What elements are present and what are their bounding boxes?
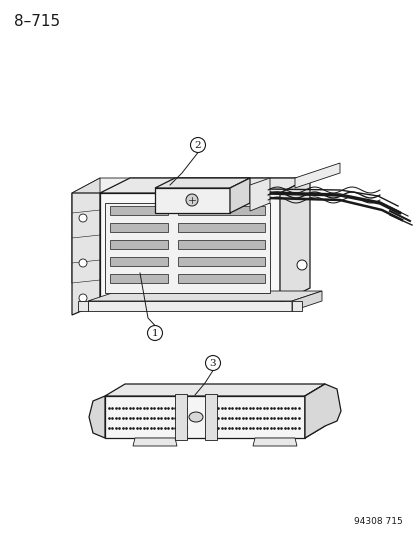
Polygon shape	[133, 438, 177, 446]
Polygon shape	[110, 206, 168, 215]
Text: 1: 1	[151, 328, 158, 337]
Circle shape	[185, 194, 197, 206]
Text: 94308 715: 94308 715	[354, 517, 402, 526]
Polygon shape	[110, 240, 168, 249]
Polygon shape	[72, 178, 100, 283]
Circle shape	[205, 356, 220, 370]
Polygon shape	[252, 438, 296, 446]
Polygon shape	[105, 203, 269, 293]
Polygon shape	[175, 394, 187, 440]
Text: 3: 3	[209, 359, 216, 367]
Polygon shape	[279, 178, 309, 303]
Circle shape	[79, 214, 87, 222]
Polygon shape	[178, 257, 264, 266]
Polygon shape	[110, 223, 168, 232]
Polygon shape	[110, 274, 168, 283]
Polygon shape	[105, 396, 304, 438]
Polygon shape	[178, 206, 264, 215]
Circle shape	[79, 259, 87, 267]
Text: 8–715: 8–715	[14, 14, 60, 29]
Polygon shape	[154, 188, 230, 213]
Text: 2: 2	[194, 141, 201, 149]
Polygon shape	[100, 178, 309, 193]
Circle shape	[147, 326, 162, 341]
Polygon shape	[105, 384, 324, 396]
Circle shape	[79, 294, 87, 302]
Polygon shape	[249, 178, 269, 211]
Polygon shape	[178, 274, 264, 283]
Polygon shape	[72, 178, 309, 193]
Polygon shape	[178, 240, 264, 249]
Polygon shape	[100, 193, 279, 303]
Polygon shape	[72, 193, 100, 315]
Polygon shape	[78, 301, 88, 311]
Polygon shape	[89, 396, 105, 438]
Polygon shape	[304, 384, 340, 438]
Polygon shape	[294, 163, 339, 188]
Polygon shape	[178, 223, 264, 232]
Polygon shape	[110, 257, 168, 266]
Circle shape	[190, 138, 205, 152]
Polygon shape	[88, 291, 321, 301]
Polygon shape	[88, 301, 291, 311]
Polygon shape	[204, 394, 216, 440]
Circle shape	[296, 260, 306, 270]
Polygon shape	[291, 291, 321, 311]
Polygon shape	[154, 178, 249, 188]
Polygon shape	[291, 301, 301, 311]
Polygon shape	[304, 384, 324, 438]
Ellipse shape	[189, 412, 202, 422]
Polygon shape	[230, 178, 249, 213]
